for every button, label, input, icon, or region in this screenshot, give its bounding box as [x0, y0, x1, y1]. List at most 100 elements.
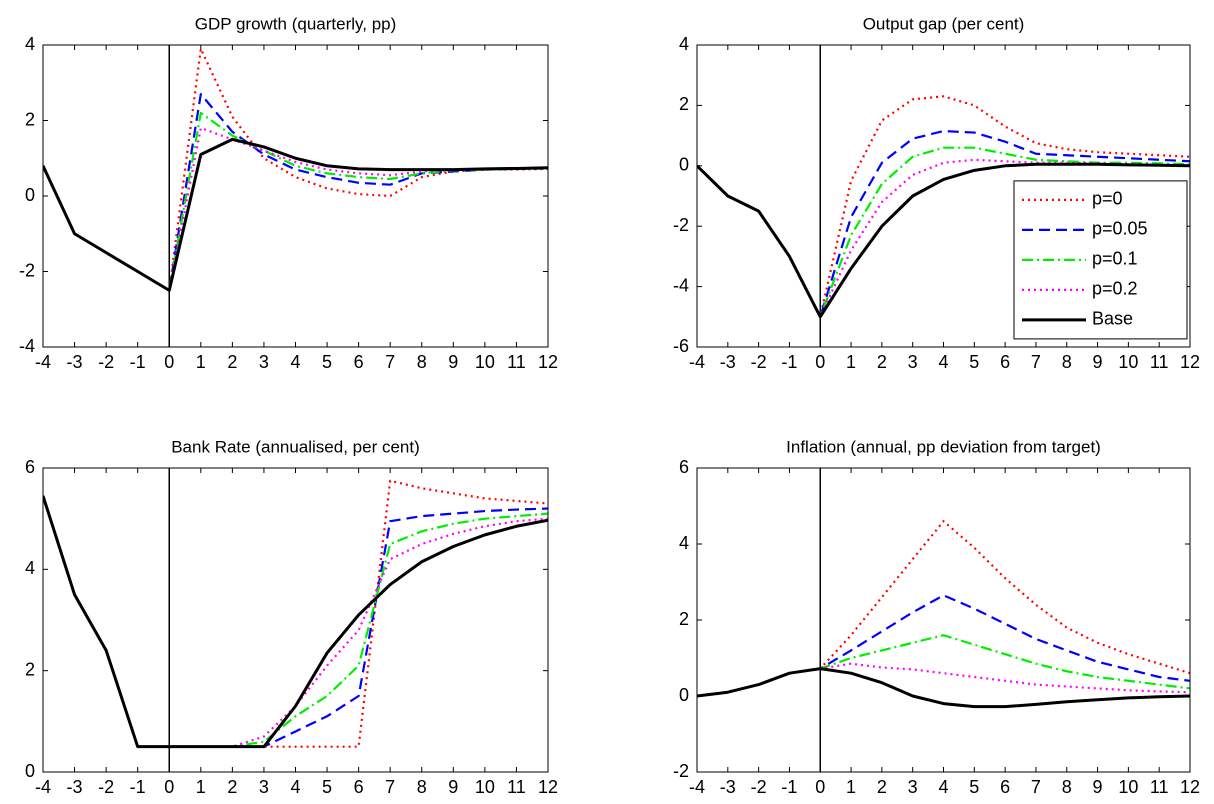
x-tick-label: 0 [815, 777, 825, 797]
plot-frame [696, 467, 1191, 773]
series-line [43, 47, 548, 292]
x-tick-label: 4 [290, 777, 300, 797]
series-line [697, 634, 1190, 698]
x-tick-label: 5 [322, 352, 332, 372]
panel-title: Inflation (annual, pp deviation from tar… [786, 437, 1101, 456]
x-tick-label: 2 [877, 352, 887, 372]
y-tick-label: -2 [673, 761, 689, 781]
legend-box [1013, 180, 1188, 340]
x-tick-label: 6 [354, 777, 364, 797]
plot-frame [42, 467, 549, 773]
series-line [43, 495, 548, 748]
x-tick-label: 8 [417, 352, 427, 372]
y-tick-label: 6 [25, 457, 35, 477]
panel: Inflation (annual, pp deviation from tar… [673, 437, 1200, 796]
series-line [43, 111, 548, 292]
plot-frame [42, 44, 549, 348]
x-tick-label: 12 [538, 352, 558, 372]
y-tick-label: -4 [673, 275, 689, 295]
x-tick-label: 12 [538, 777, 558, 797]
x-tick-label: -4 [35, 352, 51, 372]
x-tick-label: -2 [98, 777, 114, 797]
panel: GDP growth (quarterly, pp)-4 -3 -2 -1 0 1 2 3 4 5… [19, 14, 558, 371]
y-tick-label: 2 [679, 609, 689, 629]
series-line [43, 495, 548, 748]
legend: p=0 p=0.05 p=0.1 p=0.2 Base [1013, 180, 1188, 340]
x-tick-label: 3 [259, 777, 269, 797]
x-tick-label: 8 [1062, 777, 1072, 797]
x-tick-label: 1 [196, 352, 206, 372]
y-tick-label: 0 [679, 155, 689, 175]
series-group [697, 95, 1190, 319]
x-tick-label: 7 [1031, 352, 1041, 372]
x-tick-label: -2 [98, 352, 114, 372]
legend-label: Base [1092, 309, 1133, 329]
x-tick-label: -1 [130, 777, 146, 797]
y-tick-label: 2 [679, 94, 689, 114]
legend-label: p=0.1 [1092, 249, 1138, 269]
legend-label: p=0.05 [1092, 219, 1148, 239]
x-tick-label: -1 [781, 352, 797, 372]
series-line [697, 162, 1190, 319]
y-tick-label: 6 [679, 457, 689, 477]
series-line [697, 667, 1190, 709]
x-tick-label: 9 [448, 352, 458, 372]
y-tick-label: 4 [25, 558, 35, 578]
x-tick-label: 6 [1000, 352, 1010, 372]
series-line [697, 520, 1190, 698]
legend-label: p=0.2 [1092, 279, 1138, 299]
plot-frame [696, 44, 1191, 348]
x-tick-label: 11 [507, 777, 526, 797]
x-tick-label: 10 [475, 352, 495, 372]
x-tick-label: 9 [1093, 777, 1103, 797]
y-tick-label: 4 [25, 34, 35, 54]
panel-title: Bank Rate (annualised, per cent) [171, 437, 420, 456]
x-tick-label: 4 [938, 352, 948, 372]
y-tick-label: -6 [673, 336, 689, 356]
x-tick-label: 6 [354, 352, 364, 372]
x-tick-label: 1 [196, 777, 206, 797]
x-tick-label: -1 [130, 352, 146, 372]
x-tick-label: 4 [290, 352, 300, 372]
series-group [697, 520, 1190, 709]
y-tick-label: -2 [673, 215, 689, 235]
x-tick-label: 4 [938, 777, 948, 797]
x-tick-label: -4 [689, 777, 705, 797]
x-tick-label: 11 [507, 352, 526, 372]
x-tick-label: 11 [1150, 777, 1169, 797]
x-tick-label: -4 [689, 352, 705, 372]
x-tick-label: 1 [846, 777, 856, 797]
x-tick-label: 8 [417, 777, 427, 797]
x-tick-label: 0 [164, 777, 174, 797]
y-tick-label: -2 [19, 260, 35, 280]
series-line [697, 594, 1190, 698]
y-tick-label: 4 [679, 34, 689, 54]
y-tick-label: -4 [19, 336, 35, 356]
y-tick-label: 2 [25, 109, 35, 129]
y-tick-label: 2 [25, 659, 35, 679]
x-tick-label: -4 [35, 777, 51, 797]
x-tick-label: 6 [1000, 777, 1010, 797]
x-tick-label: -3 [720, 352, 736, 372]
x-tick-label: 0 [164, 352, 174, 372]
x-tick-label: 1 [846, 352, 856, 372]
x-tick-label: 12 [1180, 777, 1200, 797]
panel-title: GDP growth (quarterly, pp) [195, 14, 397, 33]
x-tick-label: 2 [227, 777, 237, 797]
x-tick-label: 10 [475, 777, 495, 797]
x-tick-label: 10 [1118, 777, 1138, 797]
series-line [43, 495, 548, 749]
x-tick-label: 3 [259, 352, 269, 372]
x-tick-label: -3 [67, 352, 83, 372]
panel: Output gap (per cent)-4 -3 -2 -1 0 1 2 3 4 5 6 7 8 9 1… [673, 14, 1200, 371]
x-tick-label: 0 [815, 352, 825, 372]
x-tick-label: -2 [751, 352, 767, 372]
x-tick-label: -2 [751, 777, 767, 797]
x-tick-label: 10 [1118, 352, 1138, 372]
series-line [43, 495, 548, 748]
panel-title: Output gap (per cent) [863, 14, 1025, 33]
series-line [43, 126, 548, 292]
x-tick-label: 12 [1180, 352, 1200, 372]
x-tick-label: 2 [227, 352, 237, 372]
